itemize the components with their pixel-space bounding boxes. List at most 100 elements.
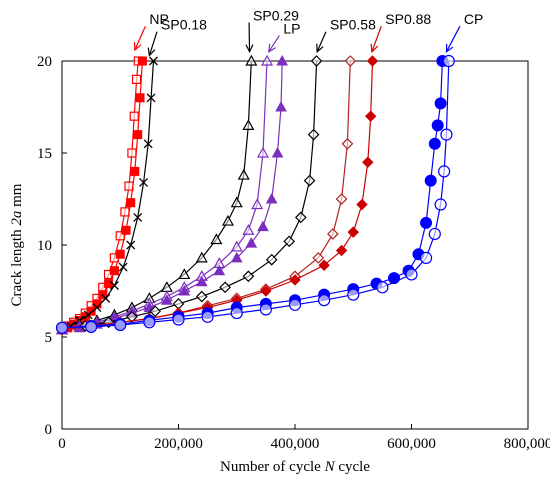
data-point [257,220,269,232]
data-point [442,54,455,68]
data-point [219,281,231,294]
data-point [101,293,111,303]
data-point [428,227,441,241]
data-point [210,233,223,245]
data-point [85,320,98,333]
data-point [139,177,149,187]
data-point [419,251,433,264]
data-point [347,226,359,238]
y-tick-label: 0 [45,422,53,438]
data-point [146,93,156,103]
data-point [55,321,69,334]
data-point [365,110,377,122]
data-point [195,275,208,287]
annotation-arrow-line [316,31,327,53]
data-point [256,146,269,158]
data-point [356,198,368,211]
data-point [161,294,173,305]
annotation-sp0-58: SP0.58 [316,17,376,54]
data-point [242,270,255,283]
data-point [130,166,140,176]
data-point [135,93,145,103]
series-sp0-58 [56,55,323,336]
data-point [148,56,158,66]
annotation-sp0-88: SP0.88 [370,11,431,54]
x-tick-label: 600,000 [387,436,436,452]
annotation-arrow-head [445,43,454,54]
y-tick-label: 15 [37,146,52,162]
data-point [221,214,235,226]
data-point [195,290,208,303]
annotation-label: NP [149,11,168,27]
data-point [431,119,444,132]
x-axis-label: Number of cycle N cycle [220,459,370,475]
data-point [124,181,134,191]
data-point [271,146,284,158]
data-point [143,316,156,329]
y-axis-label: Crack length 2a mm [9,183,25,306]
data-point [114,318,127,332]
data-point [109,266,119,276]
series-sp0-18 [57,56,158,335]
annotation-sp0-18: SP0.18 [147,17,207,57]
data-point [230,306,243,320]
data-point [120,207,130,217]
x-tick-label: 400,000 [271,436,320,452]
data-point [307,128,320,141]
data-point [178,268,191,280]
data-point [428,137,441,150]
data-point [335,244,348,257]
data-point [195,251,208,263]
data-point [265,253,278,266]
data-point [288,298,302,311]
data-point [126,198,136,208]
annotation-arrow-line [248,22,251,52]
annotation-sp0-29: SP0.29 [245,8,299,54]
series-layer [55,54,455,336]
data-point [347,288,360,301]
y-tick-label: 10 [37,238,52,254]
data-point [312,252,325,264]
data-point [341,137,354,150]
annotation-arrow-head [370,43,379,54]
data-point [126,240,136,250]
data-point [230,251,243,263]
data-point [260,285,272,297]
data-point [275,100,287,112]
y-tick-label: 20 [37,54,52,70]
data-point [318,259,330,271]
annotation-label: SP0.18 [161,17,207,33]
data-point [405,268,418,281]
data-point [245,54,258,66]
data-point [283,235,296,248]
data-point [362,156,374,168]
data-point [133,130,143,140]
data-point [434,97,447,110]
data-point [92,303,102,313]
data-point [201,310,214,323]
data-point [420,216,433,229]
data-point [327,228,339,240]
data-point [294,211,307,224]
annotation-arrow-head [316,43,324,54]
data-point [438,165,451,178]
annotation-arrow-head [133,41,142,52]
data-point [318,294,331,307]
data-point [366,55,379,67]
annotation-label: CP [464,11,483,27]
plot-frame [61,60,529,430]
data-point [129,111,139,121]
data-point [143,139,153,149]
data-point [149,305,162,318]
annotation-arrow-line [134,25,146,51]
data-point [131,74,142,85]
data-point [261,54,274,66]
annotation-arrow-line [371,25,382,53]
annotation-arrow-head [245,44,254,54]
data-point [213,264,226,276]
data-point [310,55,323,67]
annotation-label: SP0.58 [330,17,376,33]
data-point [104,279,114,289]
data-point [178,284,191,296]
